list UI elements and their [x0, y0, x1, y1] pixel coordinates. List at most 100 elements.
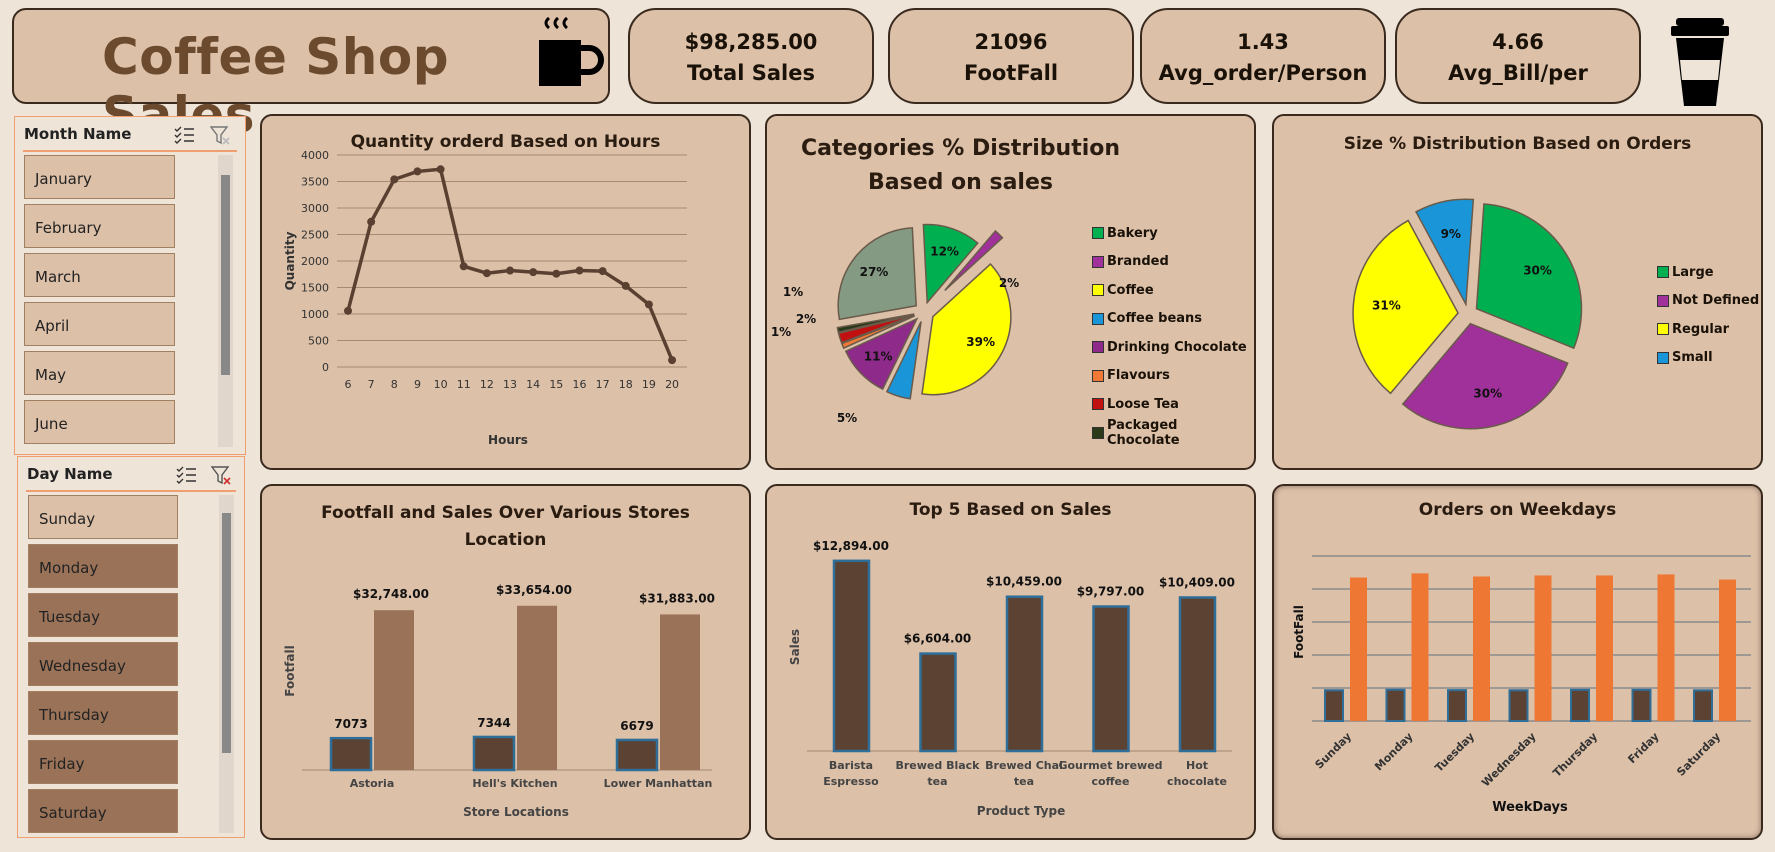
- x-tick-label: Saturday: [1674, 730, 1723, 779]
- legend-swatch: [1092, 312, 1104, 325]
- data-point: [575, 266, 584, 275]
- slicer-header: Day Name: [27, 465, 113, 483]
- weekdays-bar-chart: Sunday Monday Tuesday Wednesday Thursday Frid…: [1292, 555, 1751, 815]
- multi-select-icon[interactable]: [173, 125, 195, 145]
- pie-slice-not-defined: [1401, 322, 1569, 430]
- x-tick-label: 13: [503, 378, 517, 391]
- x-tick-label: 10: [434, 378, 448, 391]
- x-tick-label: Sunday: [1313, 730, 1355, 772]
- bar-series-1: [1631, 688, 1652, 722]
- slice-label: 12%: [930, 244, 959, 258]
- scrollbar-thumb[interactable]: [221, 175, 230, 375]
- pie-slice-coffee-beans: [885, 321, 922, 400]
- multi-select-icon[interactable]: [175, 465, 197, 485]
- x-tick-label: Monday: [1372, 730, 1415, 773]
- clear-filter-icon[interactable]: [209, 125, 231, 145]
- day-item-friday[interactable]: Friday: [28, 740, 178, 784]
- month-item-january[interactable]: January: [24, 155, 175, 199]
- bar-series-2: [1350, 577, 1367, 721]
- legend-item: Small: [1657, 344, 1759, 373]
- bar-sales: [1005, 595, 1044, 753]
- x-axis-label: WeekDays: [1492, 800, 1568, 815]
- x-tick-label: Hell's Kitchen: [472, 777, 557, 790]
- legend-item: Coffee: [1092, 276, 1254, 305]
- bar-sales: [1092, 605, 1130, 753]
- x-tick-label: 20: [665, 378, 679, 391]
- legend-label: Coffee: [1107, 282, 1154, 298]
- slice-label: 1%: [783, 285, 803, 299]
- slice-label: 30%: [1473, 387, 1502, 401]
- x-tick-label: 16: [572, 378, 586, 391]
- x-tick-label: 11: [457, 378, 471, 391]
- x-tick-label: 14: [526, 378, 540, 391]
- kpi-label: Total Sales: [687, 61, 815, 85]
- kpi-footfall: 21096 FootFall: [888, 8, 1134, 104]
- month-item-february[interactable]: February: [24, 204, 175, 248]
- data-label: $33,654.00: [496, 583, 572, 597]
- slicer-header: Month Name: [24, 125, 132, 143]
- month-item-march[interactable]: March: [24, 253, 175, 297]
- y-tick-label: 1000: [301, 308, 329, 321]
- kpi-label: Avg_order/Person: [1158, 61, 1368, 85]
- x-tick-label: chocolate: [1167, 775, 1227, 788]
- legend-label: Coffee beans: [1107, 311, 1203, 327]
- month-item-june[interactable]: June: [24, 400, 175, 444]
- bar-sales: [517, 605, 557, 770]
- pie-slice-other: [837, 227, 917, 321]
- data-label: 7073: [334, 717, 367, 731]
- day-item-sunday[interactable]: Sunday: [28, 495, 178, 539]
- day-scrollbar[interactable]: [219, 495, 234, 833]
- bar-footfall: [472, 735, 516, 772]
- legend-swatch: [1092, 227, 1104, 240]
- chart-title: Orders on Weekdays: [1418, 500, 1617, 520]
- day-item-wednesday[interactable]: Wednesday: [28, 642, 178, 686]
- legend-label: Branded: [1107, 254, 1169, 270]
- x-axis-label: Store Locations: [463, 805, 569, 819]
- slice-label: 9%: [1441, 227, 1461, 241]
- bar-sales: [1178, 596, 1217, 753]
- bar-series-2: [1596, 575, 1613, 721]
- pie-slice-loose-tea: [837, 314, 915, 344]
- data-point: [668, 356, 677, 365]
- slicer-divider: [26, 490, 236, 492]
- month-scrollbar[interactable]: [218, 155, 233, 447]
- chart-title: Top 5 Based on Sales: [909, 500, 1112, 520]
- data-point: [413, 167, 422, 176]
- day-item-monday[interactable]: Monday: [28, 544, 178, 588]
- slice-label: 30%: [1523, 264, 1552, 278]
- pie-slice-coffee: [921, 262, 1012, 396]
- categories-pie-panel: Categories % Distribution Based on sales…: [765, 114, 1256, 470]
- x-tick-label: Hot: [1186, 759, 1208, 772]
- slice-label: 1%: [771, 325, 791, 339]
- slice-label: 2%: [796, 312, 816, 326]
- pie-slice-branded: [944, 229, 1004, 291]
- x-tick-label: Brewed Chai: [985, 759, 1063, 772]
- x-tick-label: 8: [391, 378, 398, 391]
- clear-filter-icon[interactable]: [210, 465, 232, 485]
- legend-item: Regular: [1657, 315, 1759, 344]
- day-item-thursday[interactable]: Thursday: [28, 691, 178, 735]
- day-item-saturday[interactable]: Saturday: [28, 789, 178, 833]
- pie-slice-small: [1415, 198, 1475, 307]
- y-tick-label: 1500: [301, 282, 329, 295]
- scrollbar-thumb[interactable]: [222, 513, 231, 753]
- legend-label: Loose Tea: [1107, 396, 1179, 412]
- legend-item: Bakery: [1092, 219, 1254, 248]
- x-axis-label: Hours: [488, 433, 528, 447]
- x-tick-label: Barista: [829, 759, 873, 772]
- x-tick-label: 19: [642, 378, 656, 391]
- day-item-tuesday[interactable]: Tuesday: [28, 593, 178, 637]
- month-item-april[interactable]: April: [24, 302, 175, 346]
- kpi-value: $98,285.00: [684, 30, 818, 54]
- pie-slice-regular: [1352, 219, 1459, 395]
- bar-series-1: [1385, 688, 1406, 723]
- y-axis-label: FootFall: [1292, 605, 1306, 659]
- data-point: [529, 268, 538, 277]
- hours-line-chart: 0 500 1000 1500 2000 2500 3000 3500 4000 6 7 8 9 10 11…: [283, 149, 687, 447]
- x-tick-label: Lower Manhattan: [604, 777, 713, 790]
- slicer-divider: [23, 150, 237, 152]
- data-label: 7344: [477, 716, 510, 730]
- month-item-may[interactable]: May: [24, 351, 175, 395]
- top5-bar-chart: $12,894.00 Barista Espresso $6,604.00 Brewed…: [788, 539, 1235, 818]
- kpi-avg-bill: 4.66 Avg_Bill/per: [1395, 8, 1641, 104]
